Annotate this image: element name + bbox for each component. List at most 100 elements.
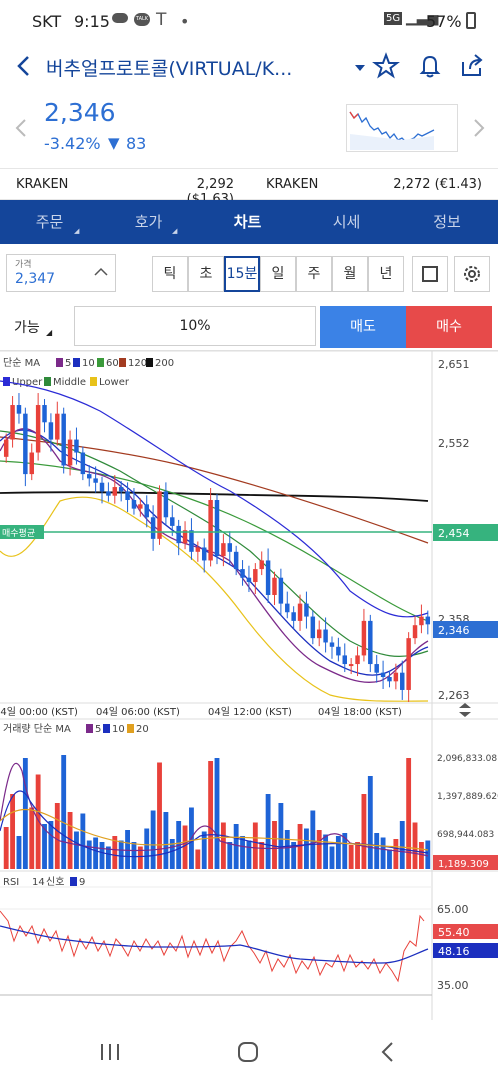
talk-icon: TALK [134,13,150,26]
avg-buy-label: 매수평균 [2,528,35,539]
share-icon[interactable] [458,52,486,80]
volume-bar [233,824,239,869]
ma-period: 60 [106,358,119,369]
volume-bar [291,842,297,869]
square-icon [422,266,438,282]
toggle-box-button[interactable] [412,256,448,292]
candle [368,620,373,665]
period-year[interactable]: 년 [368,256,404,292]
candle [144,504,149,518]
candle [310,616,316,639]
ma200-line [0,491,429,502]
candle [106,491,111,496]
period-week[interactable]: 주 [296,256,332,292]
volume-bar [195,849,201,869]
tab-chart[interactable]: 차트 [233,213,262,231]
settings-button[interactable] [454,256,490,292]
back-arrow-icon[interactable] [14,54,34,78]
volume-bar [61,755,67,869]
prev-chevron-icon[interactable] [14,118,28,138]
volume-bar [329,846,335,869]
vol-ma10-swatch [103,724,110,733]
candle [3,439,9,457]
exchange-name: KRAKEN [266,177,319,192]
volume-ma-lines [0,762,429,858]
ma5-swatch [56,358,63,367]
volume-bar [150,810,156,869]
next-chevron-icon[interactable] [472,118,486,138]
volume-bar [112,836,118,869]
tab-quotes[interactable]: 시세 [332,213,361,231]
volume-bar [246,840,252,869]
price-type-value: 2,347 [15,271,56,287]
tab-order[interactable]: 주문 [35,213,64,231]
chevron-down-icon[interactable] [354,64,366,72]
candle [74,439,79,453]
vol-ma5-swatch [86,724,93,733]
candle [240,569,245,578]
volume-bar [259,842,265,869]
period-month[interactable]: 월 [332,256,368,292]
price-type-select[interactable]: 가격 2,347 [6,254,116,292]
home-icon[interactable] [236,1040,260,1064]
period-tick[interactable]: 틱 [152,256,188,292]
sell-button[interactable]: 매도 [320,306,406,348]
candle [342,655,347,665]
chart-svg[interactable]: 단순 MA 5 10 60 120 200 Upper Middle Lower… [0,350,498,1021]
exchange-value: 2,272 (€1.43) [393,177,482,192]
ma-period: 20 [136,724,149,735]
volume-bar [48,821,54,869]
volume-bar [399,821,405,869]
period-day[interactable]: 일 [260,256,296,292]
ma-period: 10 [82,358,95,369]
period-15min[interactable]: 15분 [224,256,260,292]
chart-area[interactable]: 단순 MA 5 10 60 120 200 Upper Middle Lower… [0,350,498,1021]
candle [10,405,15,440]
volume-bar [74,831,79,869]
recent-apps-icon[interactable] [98,1042,122,1062]
rsi-indicator-label: RSI [3,877,19,888]
change-amount: 83 [126,134,147,153]
candle [67,439,73,466]
volume-bar [387,849,392,869]
volume-bar [323,834,329,869]
volume-bar [425,840,431,869]
vol-ma20-line [0,808,429,851]
dropdown-triangle-icon: ◢ [74,227,80,235]
resize-handle-icon[interactable] [459,703,471,717]
back-icon[interactable] [378,1040,398,1064]
carrier: SKT [32,12,62,31]
volume-bar [412,822,418,869]
ma-period: 5 [65,358,71,369]
tab-info[interactable]: 정보 [433,213,461,231]
rsi-signal-swatch [70,877,77,886]
volume-bar [252,822,258,869]
available-label: 가능 [14,320,40,336]
volume-bar [418,842,424,869]
rsi-value-tag [433,924,498,939]
star-icon[interactable] [372,52,400,80]
y-tick: 2,096,833.081 [437,754,498,764]
buy-button[interactable]: 매수 [406,306,492,348]
candle [285,603,290,613]
ma120-swatch [119,358,126,367]
candle [246,577,252,583]
order-bar: 가능 ◢ 10% 매도 매수 [0,302,498,350]
volume-indicator-label: 거래량 단순 MA [3,723,71,735]
candle [406,638,411,690]
tab-orderbook[interactable]: 호가 [134,213,163,231]
period-second[interactable]: 초 [188,256,224,292]
down-triangle-icon: ▼ [108,134,120,152]
dropdown-triangle-icon[interactable]: ◢ [46,328,53,337]
candle [336,646,341,656]
amount-input[interactable]: 10% [74,306,316,346]
bell-icon[interactable] [416,52,444,80]
network-icon: 5G [384,12,403,25]
candle [93,478,98,483]
candle [195,547,201,552]
volume-bar [10,794,16,869]
candle [55,413,60,440]
volume-bar [144,828,150,869]
ma-period: 200 [155,358,174,369]
x-tick: 04일 12:00 (KST) [208,706,292,718]
